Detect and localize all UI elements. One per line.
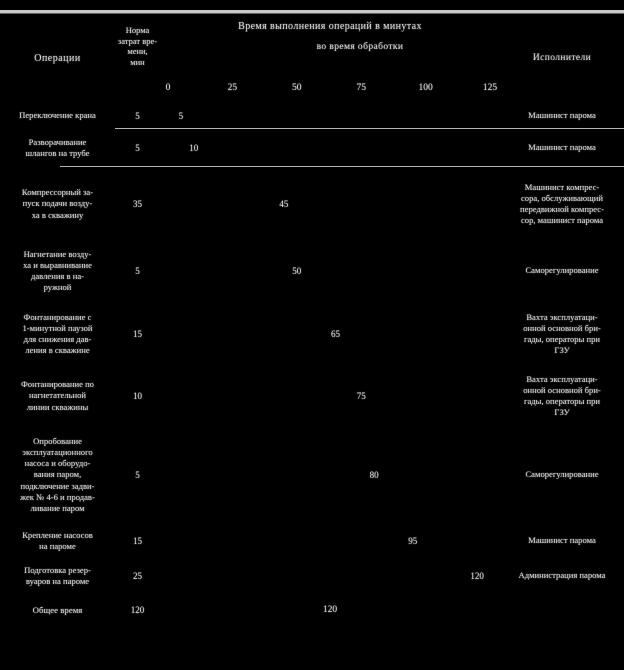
time-norm-value: 5 [135, 111, 140, 121]
table-sheet: Операции Норма затрат вре- мени, мин Вре… [0, 10, 624, 625]
operation-label: Фонтанирование с 1-минутной паузой для сни… [22, 311, 93, 356]
table-body: Переключение крана 5 5 Машинист парома Разво… [0, 103, 624, 595]
executor-label: Машинист парома [528, 535, 596, 546]
executor-label: Вахта эксплуатаци-онной основной бри-гад… [523, 311, 601, 356]
cumulative-time-label: 10 [189, 143, 199, 153]
cumulative-time-label: 75 [356, 391, 366, 401]
executor-label: Вахта эксплуатаци-онной основной бри-гад… [523, 373, 601, 418]
operations-column-header: Операции [34, 52, 81, 64]
chart-header: Время выполнения операций в минутах во в… [160, 13, 500, 103]
operation-label: Разворачивание шлангов на трубе [25, 136, 90, 158]
executor-label: Саморегулирование [525, 469, 599, 480]
time-norm-value: 10 [133, 391, 142, 401]
cumulative-time-label: 65 [330, 329, 340, 339]
operation-label: Опробование эксплуатационного насоса и обо… [20, 435, 95, 513]
scale-tick: 25 [227, 83, 238, 93]
table-row: Опробование эксплуатационного насоса и обо… [0, 425, 624, 525]
scale-tick: 50 [292, 83, 302, 93]
executor-label: Машинист парома [528, 142, 596, 153]
norm-column-header: Норма затрат вре- мени, мин [115, 13, 160, 103]
table-row: Нагнетание возду-ха и выравнивание давлен… [0, 241, 624, 301]
row-separator [115, 128, 624, 129]
cumulative-time-label: 50 [292, 266, 302, 276]
cumulative-time-label: 80 [369, 470, 379, 480]
cumulative-time-label: 45 [279, 199, 289, 209]
time-norm-value: 5 [135, 470, 140, 480]
cumulative-time-label: 120 [470, 571, 484, 581]
norm-header-line: Норма [125, 25, 150, 35]
table-top-rule [0, 10, 624, 13]
table-row: Разворачивание шлангов на трубе 5 10 Машинис… [0, 129, 624, 167]
table-row: Фонтанирование по нагнетательной линии скв… [0, 367, 624, 425]
table-row: Переключение крана 5 5 Машинист парома [0, 103, 624, 129]
table-row: Компрессорный за-пуск подачи возду-ха в … [0, 167, 624, 241]
norm-header-line: мени, [127, 46, 148, 57]
executor-label: Машинист компрес-сора, обслуживающий пере… [520, 181, 604, 226]
executors-column-header: Исполнители [532, 53, 592, 63]
totals-row: Общее время 120 120 [0, 595, 624, 625]
scale-tick: 0 [165, 83, 171, 93]
table-row: Фонтанирование с 1-минутной паузой для сни… [0, 301, 624, 367]
table-row: Крепление насосов на пароме 15 95 Машинист п… [0, 525, 624, 557]
chart-title-line1: Время выполнения операций в минутах [238, 21, 422, 32]
total-norm-value: 120 [130, 605, 145, 615]
operation-label: Подготовка резер-вуаров на пароме [24, 564, 91, 586]
time-norm-value: 15 [133, 329, 142, 339]
operation-label: Фонтанирование по нагнетательной линии скв… [21, 379, 94, 412]
table-header: Операции Норма затрат вре- мени, мин Вре… [0, 13, 624, 103]
chart-title-line2: во время обработки [316, 42, 404, 52]
operation-label: Крепление насосов на пароме [22, 529, 93, 551]
time-norm-value: 5 [135, 143, 140, 153]
norm-header-line: затрат вре- [117, 35, 158, 46]
scale-tick: 75 [356, 83, 366, 93]
executor-label: Администрация парома [518, 570, 606, 581]
cumulative-time-label: 5 [178, 111, 184, 121]
time-norm-value: 35 [133, 199, 142, 209]
operation-label: Компрессорный за-пуск подачи возду-ха в … [21, 187, 94, 220]
time-norm-value: 5 [135, 266, 140, 276]
operation-label: Переключение крана [19, 110, 96, 121]
scale-tick: 100 [418, 83, 433, 93]
operation-label: Нагнетание возду-ха и выравнивание давлен… [23, 248, 92, 293]
scale-tick: 125 [482, 83, 498, 93]
total-label: Общее время [32, 605, 83, 615]
executor-label: Машинист парома [528, 110, 596, 121]
time-norm-value: 25 [133, 571, 142, 581]
table-row: Подготовка резер-вуаров на пароме 25 120 Ад… [0, 557, 624, 595]
executor-label: Саморегулирование [525, 265, 599, 276]
time-norm-value: 15 [133, 536, 142, 546]
row-separator [60, 166, 624, 167]
cumulative-time-label: 95 [408, 536, 418, 546]
time-scale-axis: 0 25 50 75 100 125 [160, 83, 500, 99]
total-chart-value: 120 [322, 605, 338, 615]
norm-header-line: мин [130, 56, 145, 67]
